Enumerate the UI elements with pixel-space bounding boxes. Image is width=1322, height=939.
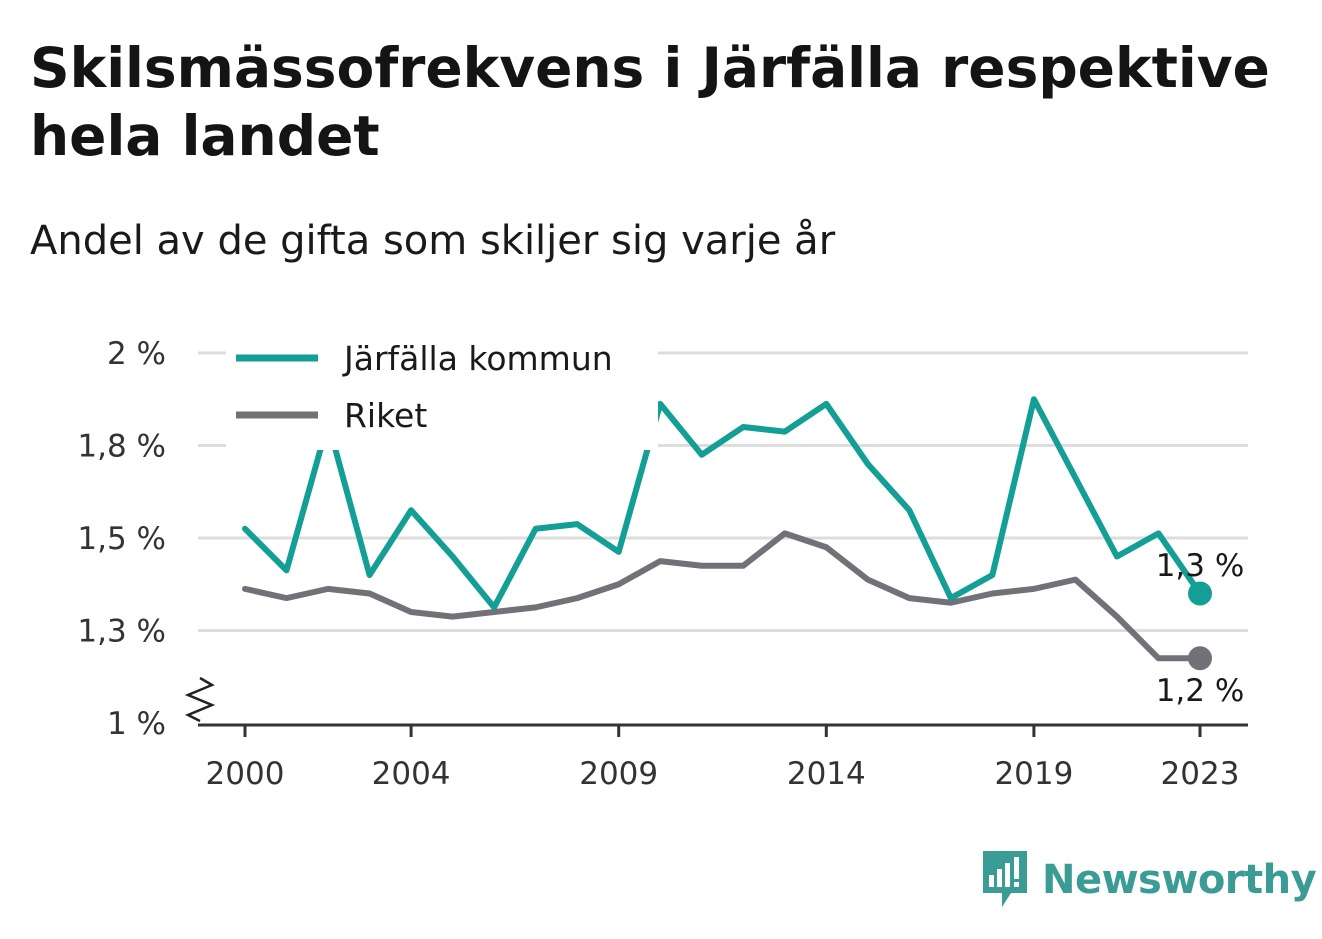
x-axis: 2000 2004 2009 2014 2019 2023 [198, 723, 1248, 792]
axis-break-icon [184, 676, 216, 723]
legend-background [226, 332, 658, 450]
x-tick-label: 2009 [579, 756, 658, 792]
chart-title: Skilsmässofrekvens i Järfälla respektive… [30, 36, 1270, 168]
x-tick-label: 2023 [1161, 756, 1240, 792]
chart-subtitle: Andel av de gifta som skiljer sig varje … [30, 218, 836, 264]
legend-label-riket: Riket [344, 396, 427, 435]
y-tick-label: 1,8 % [77, 429, 166, 465]
x-tick-label: 2014 [787, 756, 866, 792]
x-tick-label: 2004 [372, 756, 451, 792]
series-lines [242, 396, 1212, 671]
end-point-jarfalla [1188, 581, 1212, 606]
y-axis: 1 % 1,3 % 1,5 % 1,8 % 2 % [77, 336, 216, 742]
end-point-riket [1188, 646, 1212, 671]
x-tick-label: 2000 [206, 756, 285, 792]
end-label-jarfalla: 1,3 % [1156, 548, 1245, 584]
series-line-riket [242, 530, 1203, 662]
legend: Järfälla kommun Riket [226, 332, 658, 450]
newsworthy-logo-text: Newsworthy [1042, 857, 1317, 903]
end-label-riket: 1,2 % [1156, 673, 1245, 709]
x-tick-label: 2019 [994, 756, 1073, 792]
end-labels: 1,3 % 1,2 % [1156, 548, 1245, 709]
newsworthy-logo-icon [983, 851, 1027, 907]
y-tick-label: 2 % [107, 336, 166, 372]
legend-label-jarfalla: Järfälla kommun [342, 339, 613, 378]
y-tick-label: 1,5 % [77, 521, 166, 557]
y-tick-label: 1,3 % [77, 614, 166, 650]
newsworthy-logo: Newsworthy [980, 850, 1317, 910]
series-line-jarfalla [242, 396, 1203, 611]
y-tick-label: 1 % [107, 706, 166, 742]
